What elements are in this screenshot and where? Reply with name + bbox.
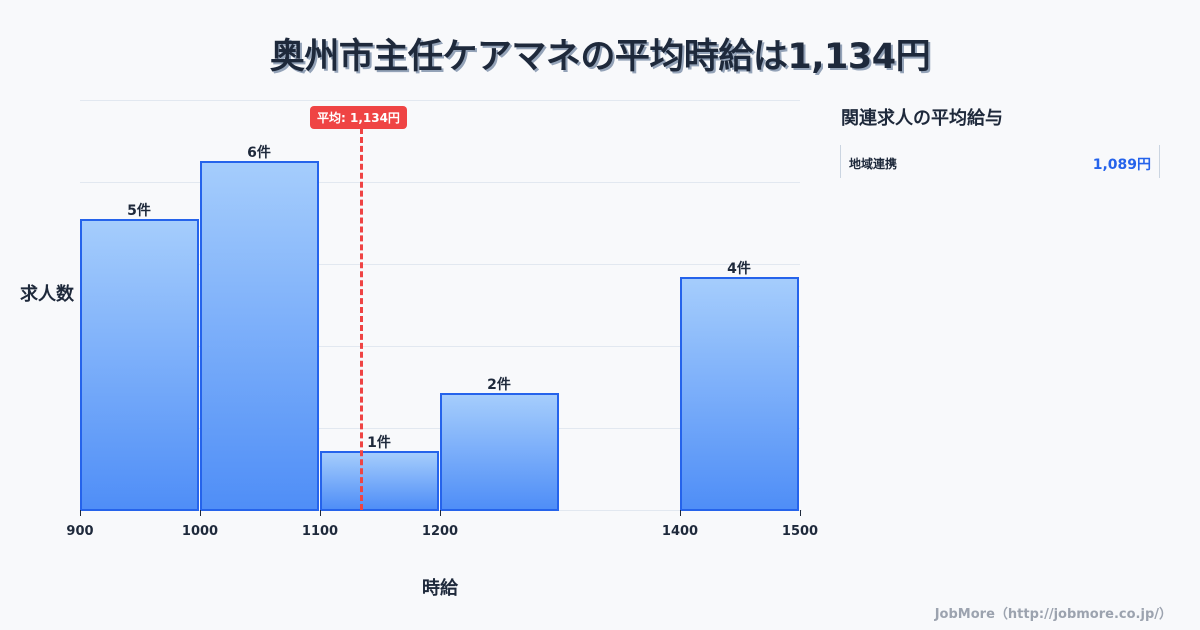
- x-tick-label: 1100: [301, 524, 339, 539]
- mean-line: [360, 128, 363, 510]
- chart-title: 奥州市主任ケアマネの平均時給は1,134円: [269, 37, 931, 77]
- bar-1200-1300: [440, 393, 559, 511]
- x-tick-label: 1500: [781, 524, 819, 539]
- related-salary-title: 関連求人の平均給与: [841, 108, 1003, 129]
- x-tick: [680, 510, 681, 516]
- x-tick: [80, 510, 81, 516]
- x-tick: [440, 510, 441, 516]
- bar-label: 1件: [367, 435, 391, 451]
- bar-label: 5件: [127, 203, 151, 219]
- x-tick-label: 1200: [421, 524, 459, 539]
- bar-1100-1200: [320, 451, 439, 511]
- x-axis-label: 時給: [422, 578, 458, 599]
- related-salary-item: 地域連携 1,089円: [840, 145, 1160, 178]
- x-tick-label: 1000: [181, 524, 219, 539]
- x-tick-label: 1400: [661, 524, 699, 539]
- bar-1400-1500: [680, 277, 799, 511]
- bar-label: 4件: [727, 261, 751, 277]
- x-tick: [200, 510, 201, 516]
- y-axis-label: 求人数: [20, 284, 74, 305]
- related-salary-value: 1,089円: [1092, 157, 1151, 173]
- bar-label: 6件: [247, 145, 271, 161]
- gridline: [80, 182, 800, 183]
- bar-1000-1100: [200, 161, 319, 511]
- bar-label: 2件: [487, 377, 511, 393]
- gridline: [80, 264, 800, 265]
- gridline: [80, 100, 800, 101]
- x-tick: [800, 510, 801, 516]
- x-tick-label: 900: [66, 524, 94, 539]
- gridline: [80, 346, 800, 347]
- related-salary-label: 地域連携: [849, 157, 898, 171]
- mean-badge: 平均: 1,134円: [310, 106, 407, 129]
- footer-credit: JobMore（http://jobmore.co.jp/）: [934, 607, 1172, 622]
- x-tick: [320, 510, 321, 516]
- bar-900-1000: [80, 219, 199, 511]
